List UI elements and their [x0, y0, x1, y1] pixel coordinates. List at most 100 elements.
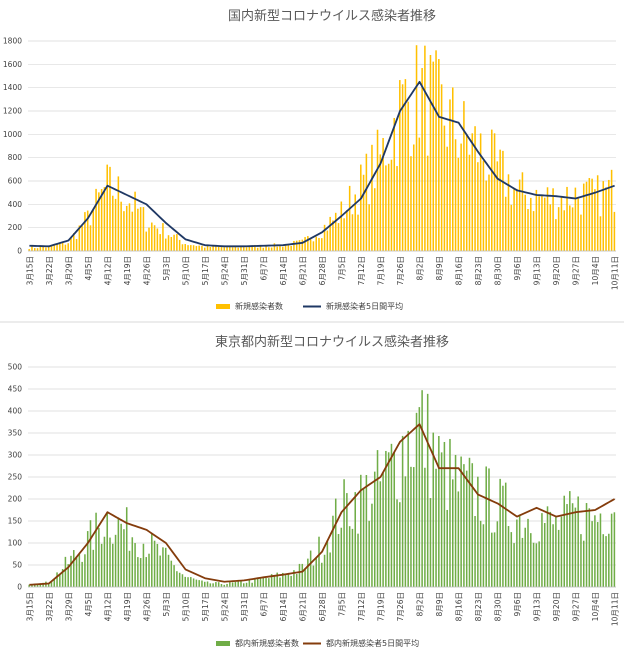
bar [608, 179, 610, 251]
bar [504, 196, 507, 251]
bar [415, 45, 418, 252]
bar [78, 553, 81, 587]
bar [50, 582, 53, 587]
x-tick-label: 4月19日 [123, 256, 132, 285]
x-tick-label: 9月13日 [533, 592, 542, 621]
y-tick-label: 1400 [3, 83, 22, 92]
bar [117, 517, 120, 587]
bar [98, 527, 100, 587]
bar [346, 493, 348, 587]
bar [588, 178, 591, 251]
bar [178, 572, 181, 587]
bar [530, 533, 532, 587]
bar [323, 554, 326, 587]
bar [379, 154, 382, 251]
bar [371, 503, 373, 587]
bar [209, 246, 212, 251]
y-tick-label: 0 [17, 583, 22, 592]
bar [61, 569, 64, 587]
bar [602, 534, 605, 587]
bar [142, 543, 145, 587]
bar [404, 79, 407, 251]
bar [36, 248, 39, 251]
bar [357, 214, 359, 251]
bar [184, 576, 187, 587]
bar [251, 582, 253, 587]
bar [399, 80, 401, 252]
bar [440, 452, 443, 587]
bar [279, 244, 281, 251]
x-tick-label: 9月27日 [572, 592, 581, 621]
bar [298, 563, 301, 587]
x-tick-label: 5月10日 [181, 256, 190, 285]
bar [321, 562, 323, 587]
bar [365, 153, 368, 251]
bar [312, 565, 315, 587]
bar [585, 181, 588, 251]
bar [290, 575, 292, 587]
bar [465, 133, 468, 251]
x-tick-label: 8月9日 [435, 592, 444, 617]
bar [507, 526, 510, 587]
x-tick-label: 6月21日 [298, 256, 307, 285]
x-tick-label: 9月27日 [572, 256, 581, 285]
bar [379, 481, 382, 587]
bar [293, 240, 295, 251]
bar [181, 574, 184, 587]
bar [452, 87, 454, 252]
bar [86, 210, 89, 251]
bar [251, 245, 253, 251]
x-tick-label: 4月26日 [142, 256, 151, 285]
x-tick-label: 5月24日 [220, 592, 229, 621]
bar [31, 584, 33, 587]
bar [557, 529, 560, 587]
bar [229, 245, 231, 251]
series-line [29, 423, 616, 586]
bar [368, 204, 370, 251]
bar [555, 516, 557, 587]
bar [357, 533, 359, 587]
bar [446, 146, 448, 251]
bar [401, 84, 404, 252]
bar [373, 471, 376, 587]
bar [401, 435, 404, 587]
bar [173, 565, 175, 587]
bar [399, 502, 401, 587]
legend-swatch-bars [216, 304, 230, 309]
x-tick-label: 6月7日 [259, 592, 268, 617]
bar [33, 584, 36, 587]
bar [348, 526, 351, 587]
bar [123, 211, 125, 251]
x-tick-label: 3月22日 [45, 592, 54, 621]
bar [70, 555, 72, 587]
y-tick-label: 350 [8, 429, 23, 438]
bar [212, 583, 214, 587]
y-tick-label: 1200 [3, 107, 22, 116]
bar [290, 245, 292, 251]
bar [28, 584, 30, 587]
legend-label-line: 都内新規感染者5日間平均 [326, 638, 419, 648]
bar [426, 155, 429, 251]
x-tick-label: 5月24日 [220, 256, 229, 285]
bar [340, 201, 343, 251]
bar [309, 239, 312, 251]
bar [460, 456, 462, 587]
bar [198, 580, 200, 587]
x-tick-label: 4月5日 [84, 256, 93, 281]
bar [265, 578, 267, 587]
y-tick-label: 250 [8, 473, 23, 482]
bar [410, 466, 412, 587]
bar [276, 246, 278, 251]
bar [137, 557, 139, 587]
bar [513, 543, 515, 587]
bar [571, 207, 574, 251]
bar [524, 194, 526, 251]
bar [315, 236, 317, 251]
bar [217, 246, 220, 251]
bar [245, 247, 248, 251]
bar [438, 435, 440, 587]
bar [81, 561, 83, 587]
bar [535, 189, 538, 251]
bar [457, 157, 460, 251]
bar [463, 464, 465, 587]
